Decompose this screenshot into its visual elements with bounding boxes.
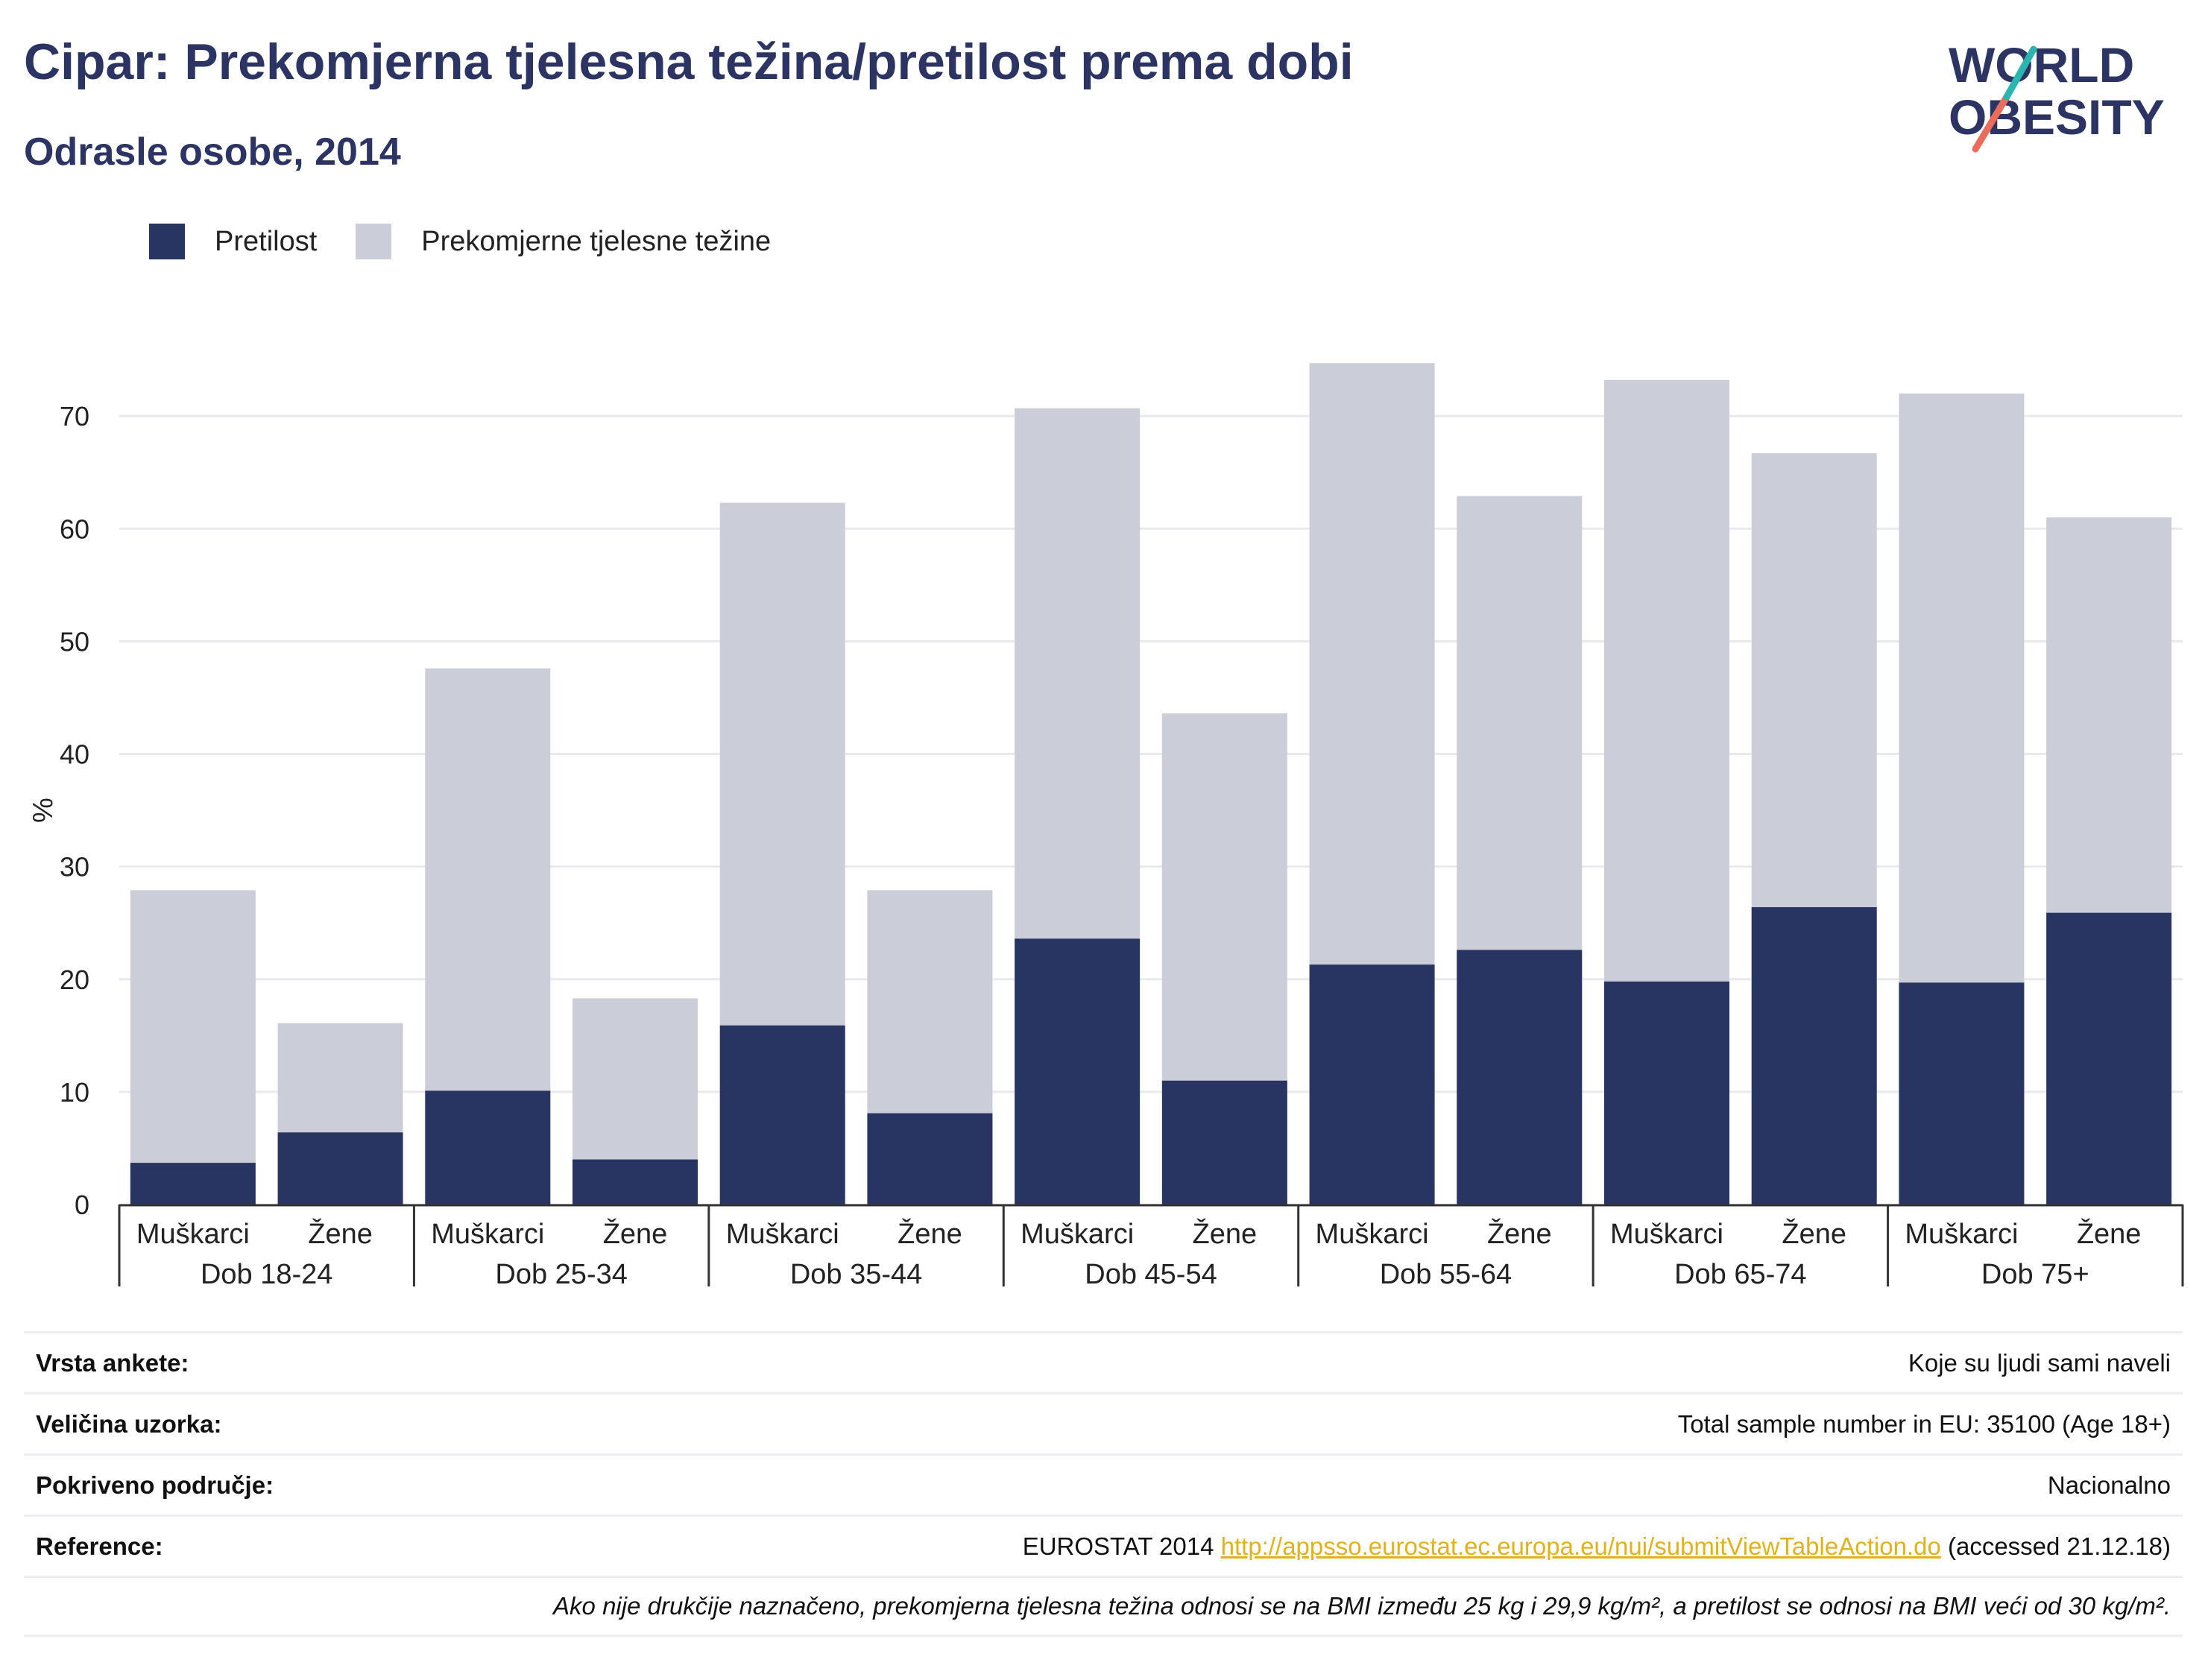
meta-value: Koje su ljudi sami naveli (1908, 1348, 2171, 1377)
bar-obese (1899, 982, 2025, 1204)
y-tick-label: 60 (60, 514, 89, 544)
y-tick-label: 20 (60, 964, 89, 995)
bar-obese (1309, 964, 1435, 1204)
stacked-bar-chart: 0 10 20 30 40 50 60 70% Muškarci Žene Dob 18-24 Muš… (28, 363, 2184, 1290)
x-category-label: Muškarci (1021, 1219, 1134, 1250)
bar-overweight (867, 890, 993, 1114)
y-tick-label: 10 (60, 1077, 89, 1108)
meta-label: Reference: (36, 1532, 163, 1560)
bar-obese (425, 1090, 551, 1204)
x-category-label: Žene (1487, 1218, 1552, 1250)
bar-obese (867, 1113, 993, 1204)
meta-label: Pokriveno područje: (36, 1471, 274, 1499)
bar-overweight (1457, 496, 1583, 950)
bar-obese (1457, 950, 1583, 1204)
bar-overweight (572, 998, 698, 1160)
bar-overweight (719, 502, 845, 1026)
bar-overweight (1309, 363, 1435, 965)
x-category-label: Žene (308, 1218, 373, 1250)
x-category-label: Muškarci (1316, 1219, 1429, 1250)
meta-row-reference: Reference: EUROSTAT 2014 http://appsso.e… (24, 1515, 2183, 1576)
meta-label: Vrsta ankete: (36, 1348, 189, 1377)
legend-item-obese: Pretilost (149, 224, 317, 259)
bar-obese (277, 1132, 403, 1204)
y-tick-label: 70 (60, 401, 89, 432)
y-tick-label: 50 (60, 626, 89, 657)
reference-link[interactable]: http://appsso.eurostat.ec.europa.eu/nui/… (1220, 1532, 1941, 1560)
chart-title: Cipar: Prekomjerna tjelesna težina/preti… (24, 34, 1354, 90)
y-axis-label: % (28, 798, 59, 823)
y-tick-label: 0 (75, 1190, 89, 1220)
x-category-label: Muškarci (726, 1219, 839, 1250)
reference-value: EUROSTAT 2014 http://appsso.eurostat.ec.… (1023, 1532, 2171, 1561)
legend-label-obese: Pretilost (215, 225, 318, 257)
bar-overweight (1015, 408, 1141, 939)
meta-label: Veličina uzorka: (36, 1409, 222, 1438)
x-category-label: Muškarci (1610, 1219, 1723, 1250)
world-obesity-logo: WORLD OBESITY (1949, 37, 2165, 153)
meta-row-note: Ako nije drukčije naznačeno, prekomjerna… (24, 1576, 2183, 1637)
chart-legend: Pretilost Prekomjerne tjelesne težine (149, 221, 810, 262)
y-tick-label: 30 (60, 852, 89, 882)
meta-row-sample-size: Veličina uzorka: Total sample number in … (24, 1392, 2183, 1453)
meta-row-survey-type: Vrsta ankete: Koje su ljudi sami naveli (24, 1331, 2183, 1392)
x-group-label: Dob 35-44 (790, 1259, 922, 1290)
bar-obese (1751, 907, 1877, 1204)
x-category-label: Muškarci (431, 1219, 544, 1250)
bar-overweight (130, 890, 256, 1163)
bar-obese (1161, 1080, 1287, 1204)
bar-obese (572, 1159, 698, 1204)
bmi-note: Ako nije drukčije naznačeno, prekomjerna… (553, 1592, 2171, 1620)
survey-info-table: Vrsta ankete: Koje su ljudi sami naveli … (24, 1331, 2183, 1637)
bar-obese (2046, 912, 2172, 1204)
logo-slash-coral (1972, 93, 2010, 153)
x-category-label: Muškarci (1905, 1219, 2018, 1250)
logo-line1: WORLD (1949, 37, 2134, 92)
bar-obese (130, 1163, 256, 1204)
legend-swatch-obese (149, 224, 185, 259)
logo-slash-teal (2003, 45, 2037, 101)
legend-label-overweight: Prekomjerne tjelesne težine (421, 225, 772, 257)
reference-prefix: EUROSTAT 2014 (1022, 1532, 1221, 1560)
chart-subtitle: Odrasle osobe, 2014 (24, 130, 401, 174)
bar-obese (1604, 981, 1729, 1204)
x-group-label: Dob 75+ (1981, 1259, 2089, 1290)
x-group-label: Dob 25-34 (495, 1259, 627, 1290)
y-tick-label: 40 (60, 739, 89, 770)
legend-swatch-overweight (356, 224, 392, 259)
x-category-label: Žene (603, 1218, 668, 1250)
meta-row-coverage: Pokriveno područje: Nacionalno (24, 1453, 2183, 1515)
x-group-label: Dob 18-24 (201, 1259, 332, 1290)
x-category-label: Žene (898, 1218, 962, 1250)
x-category-label: Žene (1193, 1218, 1258, 1250)
x-category-label: Žene (2077, 1218, 2142, 1250)
meta-value: Nacionalno (2047, 1471, 2171, 1499)
x-group-label: Dob 55-64 (1380, 1259, 1512, 1290)
bar-obese (1015, 938, 1141, 1204)
reference-suffix: (accessed 21.12.18) (1940, 1532, 2171, 1560)
x-group-label: Dob 45-54 (1085, 1259, 1217, 1290)
meta-value: Total sample number in EU: 35100 (Age 18… (1677, 1409, 2171, 1438)
bar-overweight (1604, 379, 1729, 982)
bar-overweight (425, 668, 551, 1091)
legend-item-overweight: Prekomjerne tjelesne težine (356, 224, 771, 259)
x-category-label: Muškarci (136, 1219, 250, 1250)
bar-overweight (1751, 453, 1877, 908)
bar-overweight (277, 1023, 403, 1133)
bar-obese (719, 1025, 845, 1204)
bar-overweight (1161, 713, 1287, 1081)
bar-overweight (1899, 394, 2025, 983)
x-category-label: Žene (1782, 1218, 1846, 1250)
bar-overweight (2046, 517, 2172, 913)
x-group-label: Dob 65-74 (1674, 1259, 1806, 1290)
